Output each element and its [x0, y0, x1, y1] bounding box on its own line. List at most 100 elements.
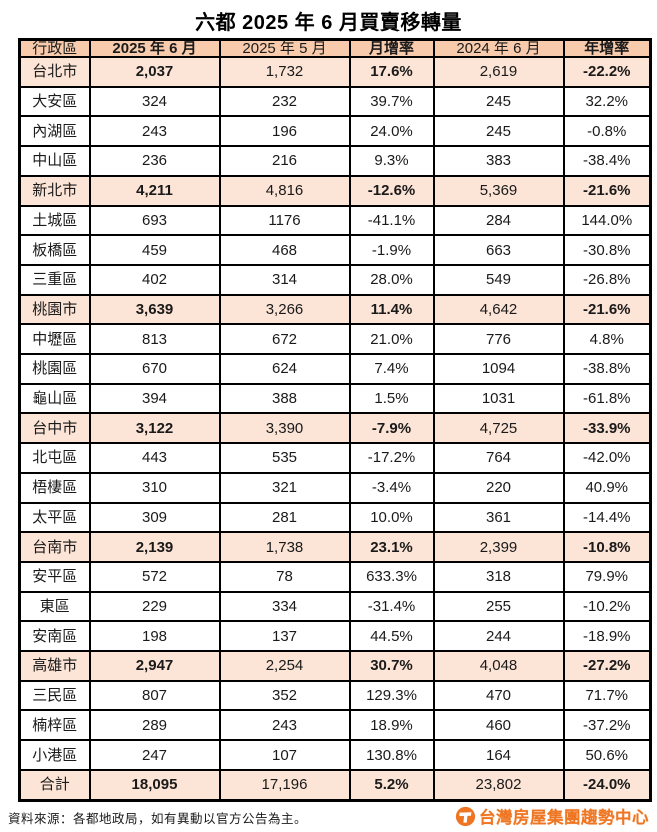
value-cell: 245 [432, 85, 565, 118]
table-row: 板橋區 459 468 -1.9% 663 -30.8% [18, 234, 652, 266]
district-name-cell: 台北市 [18, 56, 91, 88]
table-row: 台南市 2,139 1,738 23.1% 2,399 -10.8% [18, 531, 652, 563]
district-name-cell: 梧棲區 [18, 471, 91, 504]
district-name-cell: 龜山區 [18, 382, 91, 415]
value-cell: -7.9% [348, 412, 435, 445]
value-cell: -14.4% [562, 501, 652, 534]
value-cell: 23.1% [348, 531, 435, 563]
district-name-cell: 板橋區 [18, 234, 91, 266]
value-cell: 10.0% [348, 501, 435, 534]
value-cell: 164 [432, 739, 565, 771]
value-cell: 2,254 [218, 650, 351, 682]
value-cell: 30.7% [348, 650, 435, 682]
value-cell: 216 [218, 145, 351, 177]
value-cell: 281 [218, 501, 351, 534]
district-name-cell: 安平區 [18, 560, 91, 593]
value-cell: 5,369 [432, 174, 565, 207]
value-cell: 4,725 [432, 412, 565, 445]
page-title: 六都 2025 年 6 月買賣移轉量 [195, 12, 462, 34]
value-cell: 624 [218, 353, 351, 385]
value-cell: -1.9% [348, 234, 435, 266]
district-name-cell: 東區 [18, 590, 91, 623]
brand-logo-text: 台灣房屋集團趨勢中心 [479, 809, 649, 827]
value-cell: 2,619 [432, 56, 565, 88]
value-cell: -21.6% [562, 293, 652, 326]
value-cell: 2,139 [88, 531, 221, 563]
value-cell: -21.6% [562, 174, 652, 207]
value-cell: 3,639 [88, 293, 221, 326]
value-cell: 4,211 [88, 174, 221, 207]
district-name-cell: 太平區 [18, 501, 91, 534]
table-row: 安平區 572 78 633.3% 318 79.9% [18, 560, 652, 593]
value-cell: -26.8% [562, 263, 652, 296]
district-name-cell: 中壢區 [18, 323, 91, 356]
value-cell: 247 [88, 739, 221, 771]
table-row: 桃園市 3,639 3,266 11.4% 4,642 -21.6% [18, 293, 652, 326]
value-cell: -3.4% [348, 471, 435, 504]
value-cell: 24.0% [348, 115, 435, 148]
table-row: 桃園區 670 624 7.4% 1094 -38.8% [18, 353, 652, 385]
value-cell: -38.4% [562, 145, 652, 177]
value-cell: 196 [218, 115, 351, 148]
value-cell: 776 [432, 323, 565, 356]
value-cell: 3,266 [218, 293, 351, 326]
value-cell: 198 [88, 620, 221, 653]
table-row: 安南區 198 137 44.5% 244 -18.9% [18, 620, 652, 653]
district-name-cell: 土城區 [18, 204, 91, 237]
value-cell: 144.0% [562, 204, 652, 237]
value-cell: 243 [88, 115, 221, 148]
district-name-cell: 中山區 [18, 145, 91, 177]
value-cell: -17.2% [348, 442, 435, 474]
value-cell: 71.7% [562, 679, 652, 712]
district-name-cell: 三重區 [18, 263, 91, 296]
value-cell: 549 [432, 263, 565, 296]
value-cell: -18.9% [562, 620, 652, 653]
value-cell: 5.2% [348, 768, 435, 802]
data-source-note: 資料來源：各都地政局，如有異動以官方公告為主。 [8, 812, 308, 826]
value-cell: 1031 [432, 382, 565, 415]
header-district: 行政區 [18, 38, 91, 58]
value-cell: 289 [88, 709, 221, 742]
value-cell: 32.2% [562, 85, 652, 118]
table-row: 大安區 324 232 39.7% 245 32.2% [18, 85, 652, 118]
value-cell: 2,399 [432, 531, 565, 563]
district-name-cell: 桃園區 [18, 353, 91, 385]
value-cell: 1,732 [218, 56, 351, 88]
value-cell: 129.3% [348, 679, 435, 712]
value-cell: -42.0% [562, 442, 652, 474]
value-cell: 402 [88, 263, 221, 296]
value-cell: 28.0% [348, 263, 435, 296]
district-name-cell: 新北市 [18, 174, 91, 207]
value-cell: 21.0% [348, 323, 435, 356]
value-cell: 633.3% [348, 560, 435, 593]
value-cell: 443 [88, 442, 221, 474]
value-cell: 23,802 [432, 768, 565, 802]
value-cell: 459 [88, 234, 221, 266]
value-cell: -30.8% [562, 234, 652, 266]
value-cell: 79.9% [562, 560, 652, 593]
value-cell: 232 [218, 85, 351, 118]
value-cell: -37.2% [562, 709, 652, 742]
value-cell: 663 [432, 234, 565, 266]
table-row: 小港區 247 107 130.8% 164 50.6% [18, 739, 652, 771]
value-cell: 3,122 [88, 412, 221, 445]
value-cell: 693 [88, 204, 221, 237]
district-name-cell: 內湖區 [18, 115, 91, 148]
value-cell: -41.1% [348, 204, 435, 237]
value-cell: 9.3% [348, 145, 435, 177]
value-cell: 1,738 [218, 531, 351, 563]
header-2024-06: 2024 年 6 月 [432, 38, 565, 58]
value-cell: 3,390 [218, 412, 351, 445]
district-name-cell: 高雄市 [18, 650, 91, 682]
district-name-cell: 小港區 [18, 739, 91, 771]
table-row: 三重區 402 314 28.0% 549 -26.8% [18, 263, 652, 296]
value-cell: 807 [88, 679, 221, 712]
value-cell: -10.2% [562, 590, 652, 623]
value-cell: 245 [432, 115, 565, 148]
header-yoy: 年增率 [562, 38, 652, 58]
value-cell: -24.0% [562, 768, 652, 802]
value-cell: 310 [88, 471, 221, 504]
table-row: 龜山區 394 388 1.5% 1031 -61.8% [18, 382, 652, 415]
value-cell: -10.8% [562, 531, 652, 563]
value-cell: 394 [88, 382, 221, 415]
